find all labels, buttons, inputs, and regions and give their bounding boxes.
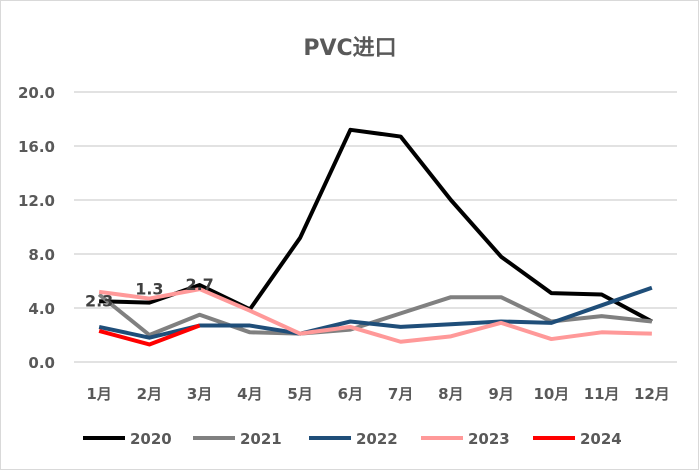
x-tick-label: 12月 — [634, 385, 670, 403]
x-tick-label: 10月 — [533, 385, 569, 403]
x-tick-label: 1月 — [86, 385, 111, 403]
series-line-2020 — [99, 127, 653, 324]
y-tick-label: 8.0 — [28, 246, 55, 264]
legend-label: 2020 — [130, 430, 172, 448]
y-tick-label: 16.0 — [18, 138, 55, 156]
data-label: 1.3 — [135, 280, 163, 299]
series-line-2023 — [98, 287, 652, 344]
legend-label: 2023 — [468, 430, 510, 448]
y-tick-label: 4.0 — [28, 300, 55, 318]
x-tick-label: 6月 — [338, 385, 363, 403]
legend-label: 2021 — [240, 430, 282, 448]
x-tick-label: 7月 — [388, 385, 413, 403]
data-label: 2.3 — [85, 291, 113, 310]
x-tick-label: 11月 — [584, 385, 620, 403]
y-tick-label: 12.0 — [18, 192, 55, 210]
x-tick-label: 5月 — [287, 385, 312, 403]
x-tick-label: 4月 — [237, 385, 262, 403]
x-tick-label: 3月 — [187, 385, 212, 403]
legend-label: 2024 — [580, 430, 622, 448]
x-tick-label: 8月 — [438, 385, 463, 403]
y-tick-label: 20.0 — [18, 84, 55, 102]
series-line-2024 — [98, 323, 201, 347]
legend-label: 2022 — [356, 430, 398, 448]
x-tick-label: 2月 — [137, 385, 162, 403]
chart-title: PVC进口 — [303, 36, 396, 61]
x-tick-label: 9月 — [488, 385, 513, 403]
y-tick-label: 0.0 — [28, 354, 55, 372]
data-label: 2.7 — [185, 275, 213, 294]
